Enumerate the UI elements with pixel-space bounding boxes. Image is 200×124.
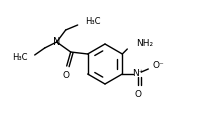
Text: H₃C: H₃C	[85, 17, 100, 27]
Text: O⁻: O⁻	[152, 62, 164, 71]
Text: H₃C: H₃C	[12, 53, 28, 62]
Text: NH₂: NH₂	[136, 40, 153, 48]
Text: N: N	[53, 37, 60, 47]
Text: N⁺: N⁺	[133, 69, 144, 78]
Text: O: O	[135, 90, 142, 99]
Text: O: O	[62, 71, 69, 80]
